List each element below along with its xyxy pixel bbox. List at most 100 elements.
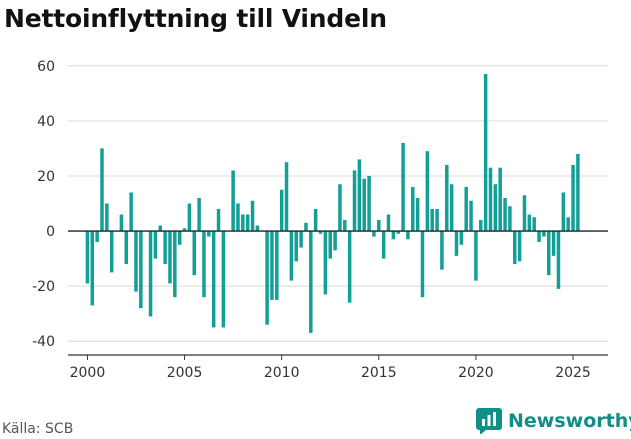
bar bbox=[129, 192, 133, 232]
bar bbox=[367, 175, 371, 232]
y-tick-label: -20 bbox=[32, 279, 55, 295]
bar bbox=[294, 231, 298, 262]
bar bbox=[566, 217, 570, 232]
bar bbox=[85, 231, 90, 284]
bar bbox=[338, 184, 342, 232]
x-tick-label: 2010 bbox=[264, 365, 300, 381]
bar bbox=[386, 214, 391, 232]
bar bbox=[551, 231, 556, 256]
bar bbox=[415, 197, 420, 232]
bar bbox=[187, 203, 192, 232]
x-tick-label: 2015 bbox=[361, 365, 397, 381]
grid-lines bbox=[68, 65, 608, 342]
bar bbox=[182, 228, 187, 232]
bar bbox=[406, 231, 410, 240]
brand-logo: Newsworthy bbox=[476, 408, 631, 434]
bar bbox=[352, 170, 357, 232]
chart-title: Nettoinflyttning till Vindeln bbox=[4, 4, 387, 33]
bar bbox=[318, 231, 323, 234]
axes: -40 -20 0 20 40 60 2000 2005 2010 2015 2020 2025 bbox=[32, 59, 608, 381]
bar bbox=[391, 231, 396, 240]
bar bbox=[139, 231, 143, 309]
bar bbox=[265, 231, 269, 325]
bar bbox=[542, 231, 546, 237]
bar bbox=[202, 231, 206, 298]
bar bbox=[561, 192, 566, 232]
bar bbox=[333, 231, 337, 251]
bar bbox=[343, 220, 347, 232]
y-tick-label: 40 bbox=[37, 114, 55, 130]
bar bbox=[435, 209, 439, 232]
bar bbox=[527, 214, 532, 232]
bar bbox=[168, 231, 172, 284]
bar bbox=[517, 231, 522, 262]
bar bbox=[411, 186, 415, 232]
bar bbox=[571, 164, 575, 232]
bar bbox=[211, 231, 216, 328]
bar bbox=[197, 197, 201, 232]
bar bbox=[513, 231, 517, 265]
bar bbox=[474, 231, 478, 281]
bar bbox=[372, 231, 376, 237]
bar-chart: -40 -20 0 20 40 60 2000 2005 2010 2015 2020 2025 bbox=[32, 59, 608, 381]
bar bbox=[255, 225, 260, 232]
bar bbox=[498, 167, 502, 232]
bar bbox=[508, 206, 512, 232]
bar bbox=[357, 159, 362, 232]
bar bbox=[134, 231, 138, 292]
bar bbox=[275, 231, 279, 300]
bar bbox=[241, 214, 245, 232]
bar bbox=[119, 214, 124, 232]
bar bbox=[377, 220, 381, 232]
bar bbox=[313, 209, 318, 232]
bar bbox=[396, 231, 400, 234]
y-tick-label: 20 bbox=[37, 169, 55, 185]
bar bbox=[289, 231, 294, 281]
bar bbox=[483, 74, 488, 232]
y-tick-label: 60 bbox=[37, 59, 55, 75]
bar bbox=[153, 231, 158, 259]
x-tick-label: 2005 bbox=[167, 365, 203, 381]
bar bbox=[537, 231, 541, 243]
bar bbox=[420, 231, 425, 298]
bar bbox=[207, 231, 211, 237]
x-tick-label: 2020 bbox=[458, 365, 494, 381]
bar bbox=[493, 184, 498, 232]
bar bbox=[148, 231, 153, 317]
bar bbox=[347, 231, 352, 303]
bar bbox=[469, 200, 473, 232]
bar bbox=[445, 164, 449, 232]
bar bbox=[124, 231, 129, 265]
bar bbox=[479, 220, 483, 232]
bar bbox=[532, 217, 536, 232]
bar bbox=[177, 231, 182, 245]
bar bbox=[279, 189, 284, 232]
bar bbox=[576, 153, 580, 232]
bar bbox=[236, 203, 240, 232]
bar bbox=[270, 231, 274, 300]
bar bbox=[328, 231, 332, 259]
bar bbox=[250, 200, 255, 232]
bar bbox=[221, 231, 226, 328]
bar bbox=[304, 222, 308, 232]
bar bbox=[464, 186, 468, 232]
bar bbox=[95, 231, 99, 243]
x-tick-label: 2000 bbox=[70, 365, 106, 381]
bars bbox=[85, 74, 580, 333]
brand-name: Newsworthy bbox=[508, 410, 631, 432]
bar bbox=[503, 197, 507, 232]
x-tick-label: 2025 bbox=[555, 365, 591, 381]
bar bbox=[323, 231, 328, 295]
bar bbox=[90, 231, 95, 306]
bar bbox=[425, 151, 430, 232]
bar bbox=[430, 209, 434, 232]
y-tick-label: 0 bbox=[46, 224, 55, 240]
bar bbox=[440, 231, 444, 270]
newsworthy-logo-icon bbox=[476, 408, 502, 434]
bar bbox=[158, 225, 163, 232]
bar bbox=[547, 231, 551, 276]
bar bbox=[216, 209, 221, 232]
bar bbox=[449, 184, 454, 232]
bar bbox=[454, 231, 459, 256]
bar bbox=[299, 231, 303, 248]
